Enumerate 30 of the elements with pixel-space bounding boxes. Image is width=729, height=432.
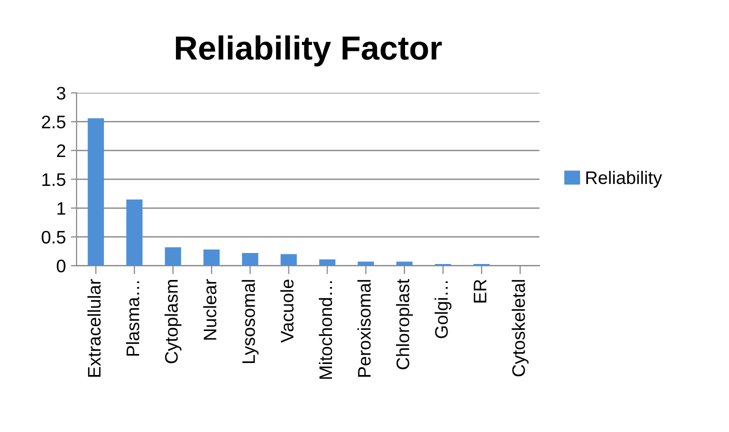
- legend-label: Reliability: [586, 170, 662, 188]
- bar: [358, 262, 374, 266]
- x-tick-label: Chloroplast: [396, 279, 413, 370]
- x-tick-label: Cytoskeletal: [512, 280, 529, 376]
- bar: [280, 254, 297, 266]
- x-tick-label: Peroxisomal: [357, 280, 371, 377]
- bar: [126, 199, 143, 266]
- x-tick-label: Nuclear: [203, 279, 216, 340]
- bar: [396, 262, 413, 266]
- x-tick-label: Cytoplasm: [164, 280, 182, 364]
- bar: [319, 259, 336, 266]
- x-tick-label: Golgi…: [434, 281, 452, 338]
- y-tick-label: 2: [56, 144, 66, 158]
- y-tick-label: 1.5: [42, 173, 66, 186]
- y-tick-label: 0.5: [42, 230, 66, 244]
- x-tick-label: Lysosomal: [242, 280, 259, 364]
- x-tick-label: Plasma…: [126, 281, 140, 356]
- y-tick-label: 0: [56, 260, 66, 272]
- x-tick-label: ER: [474, 280, 486, 302]
- bar: [203, 250, 220, 266]
- x-tick-label: Vacuole: [280, 280, 294, 343]
- x-tick-label: Extracellular: [87, 279, 101, 377]
- y-tick-label: 3: [56, 86, 66, 100]
- bar: [88, 118, 104, 266]
- y-tick-label: 1: [57, 202, 66, 215]
- bar: [164, 247, 182, 266]
- bar: [242, 253, 258, 266]
- chart-title: Reliability Factor: [176, 35, 442, 66]
- y-tick-label: 2.5: [42, 116, 66, 128]
- x-tick-label: Mitochond…: [318, 281, 332, 379]
